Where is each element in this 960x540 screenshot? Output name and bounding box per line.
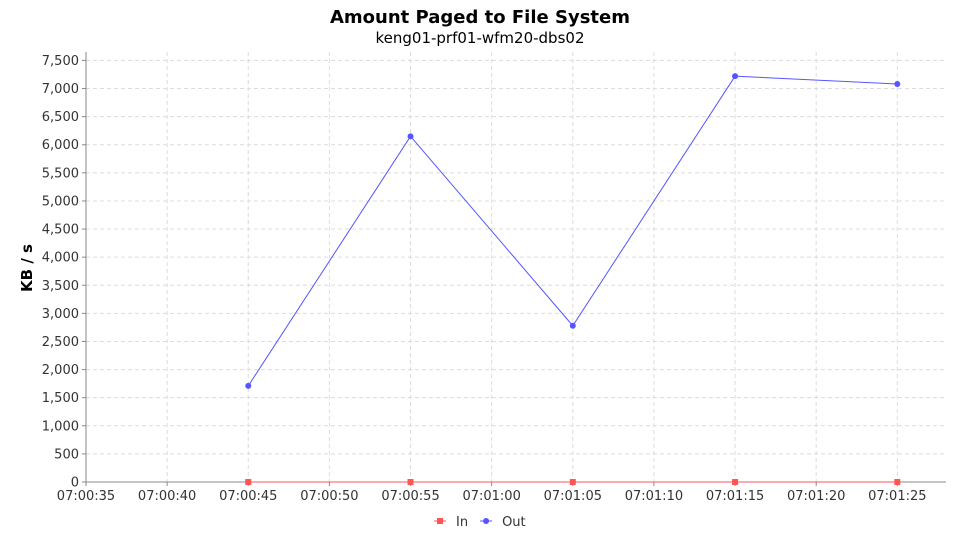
data-point-in [894,479,901,485]
x-tick-label: 07:00:50 [300,489,358,504]
x-tick-label: 07:01:25 [868,489,926,504]
data-point-in [245,479,252,485]
data-point-in [569,479,576,485]
data-point-in [407,479,414,485]
y-axis-label: KB / s [18,244,36,292]
y-tick-label: 4,000 [42,251,79,266]
x-tick-label: 07:01:05 [544,489,602,504]
x-tick-label: 07:00:35 [57,489,115,504]
y-tick-label: 1,000 [42,419,79,434]
y-tick-label: 2,500 [42,335,79,350]
y-tick-label: 3,500 [42,279,79,294]
y-tick-label: 6,000 [42,138,79,153]
y-tick-label: 0 [71,476,79,491]
legend-label-out: Out [502,515,526,530]
data-point-out [894,81,901,88]
data-point-out [407,133,414,140]
y-tick-label: 500 [54,447,79,462]
chart-title: Amount Paged to File System [330,7,630,28]
legend: In Out [434,515,526,530]
x-tick-label: 07:01:10 [625,489,683,504]
y-tick-label: 3,000 [42,307,79,322]
y-tick-label: 2,000 [42,363,79,378]
legend-marker-in [437,518,443,524]
data-point-out [732,73,739,80]
x-tick-label: 07:01:20 [787,489,845,504]
x-tick-label: 07:00:45 [219,489,277,504]
y-tick-label: 6,500 [42,110,79,125]
data-point-in [732,479,739,485]
chart-subtitle: keng01-prf01-wfm20-dbs02 [376,29,585,47]
plot-area: 0 500 1,000 1,500 2,000 2,500 3,000 3,500 4,000 4… [42,52,946,504]
y-tick-label: 1,500 [42,391,79,406]
x-tick-label: 07:01:00 [462,489,520,504]
y-tick-label: 4,500 [42,223,79,238]
y-tick-label: 7,000 [42,82,79,97]
legend-marker-out [483,518,490,524]
plot-background [86,52,946,482]
x-tick-label: 07:00:55 [381,489,439,504]
x-tick-label: 07:01:15 [706,489,764,504]
data-point-out [569,322,576,329]
x-tick-label: 07:00:40 [138,489,196,504]
y-tick-label: 5,500 [42,166,79,181]
y-tick-label: 5,000 [42,194,79,209]
data-point-out [245,382,252,389]
y-tick-label: 7,500 [42,54,79,69]
legend-label-in: In [456,515,468,530]
